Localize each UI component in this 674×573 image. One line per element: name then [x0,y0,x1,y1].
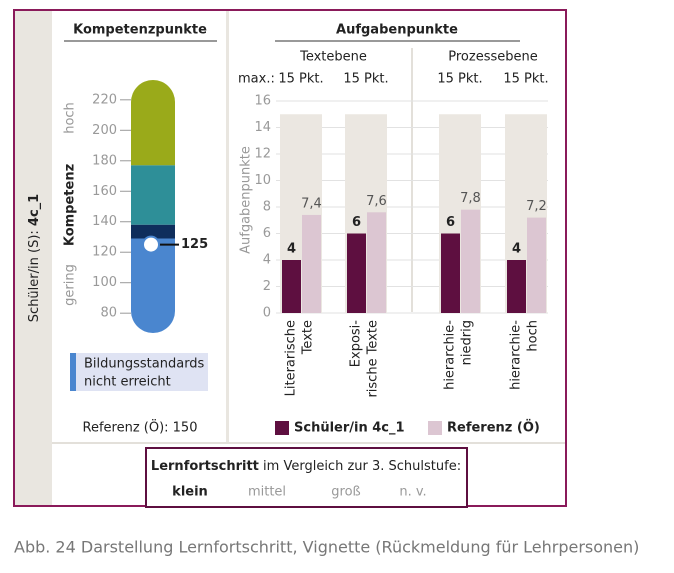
y-tick-label: 16 [254,94,271,109]
y-tick-label: 100 [92,275,117,290]
y-tick-label: 0 [263,306,271,321]
max-label: 15 Pkt. [343,72,388,87]
group-label: Textebene [299,50,367,65]
y-tick-label: 10 [254,173,271,188]
legend-swatch [275,421,289,435]
axis-title: Aufgabenpunkte [239,146,254,254]
progress-box [145,447,468,508]
value-label: 7,4 [301,196,322,211]
scale-band [131,165,175,225]
max-label: 15 Pkt. [278,72,323,87]
side-label-id: 4c_1 [27,194,42,226]
value-label: 4 [512,242,521,257]
y-tick-label: 4 [263,253,271,268]
bar [367,212,386,313]
legend-label: Referenz (Ö) [447,420,540,436]
value-label: 7,8 [460,191,481,206]
y-tick-label: 80 [100,306,117,321]
marker [142,235,160,254]
bar [507,260,526,313]
x-tick-label: Texte [301,320,316,355]
progress-title-rest: im Vergleich zur 3. Schulstufe: [263,459,461,474]
note-text: nicht erreicht [84,375,171,390]
note-text: Bildungsstandards [84,357,205,372]
max-label: 15 Pkt. [503,72,548,87]
reference: Referenz (Ö): 150 [83,419,198,436]
high-label: hoch [63,102,78,134]
bar [282,260,301,313]
y-tick-label: 8 [263,200,271,215]
value-label: 7,2 [526,199,547,214]
progress-option: mittel [248,485,286,500]
panel-title: Aufgabenpunkte [336,23,458,38]
x-tick-label: hierarchie- [443,320,458,390]
bar [527,217,546,313]
bar [461,209,480,313]
low-label: gering [63,264,78,306]
caption: Abb. 24 Darstellung Lernfortschritt, Vig… [14,538,639,557]
y-tick-label: 180 [92,153,117,168]
x-tick-label: Exposi- [349,320,364,367]
max-label: 15 Pkt. [437,72,482,87]
y-tick-label: 12 [254,147,271,162]
axis-title: Kompetenz [63,164,78,246]
progress-option: klein [172,485,208,500]
note-box [70,353,208,391]
y-tick-label: 200 [92,123,117,138]
x-tick-label: rische Texte [366,320,381,398]
progress-title: Lernfortschritt im Vergleich zur 3. Schu… [151,459,461,474]
panel-title: Kompetenzpunkte [73,23,207,38]
group-label: Prozessebene [448,50,537,65]
bar [441,233,460,313]
y-tick-label: 220 [92,92,117,107]
y-tick-label: 140 [92,214,117,229]
progress-option: n. v. [399,485,426,500]
progress-option: groß [331,485,360,500]
y-tick-label: 2 [263,279,271,294]
x-tick-label: niedrig [460,320,475,365]
progress-title-bold: Lernfortschritt [151,459,259,474]
y-tick-label: 160 [92,184,117,199]
separator [226,11,229,443]
legend-swatch [428,421,442,435]
value-label: 7,6 [366,194,387,209]
scale-band [131,238,175,333]
y-tick-label: 6 [263,226,271,241]
y-tick-label: 14 [254,120,271,135]
value-label: 6 [446,215,455,230]
legend-label: Schüler/in 4c_1 [294,421,405,436]
bar [347,233,366,313]
bar [302,214,321,313]
side-label: Schüler/in (S): 4c_1 [27,194,42,322]
y-tick-label: 120 [92,245,117,260]
value-label: 4 [287,242,296,257]
note-swatch [70,353,76,391]
value-label: 6 [352,215,361,230]
scale-band [131,224,175,239]
marker-label: 125 [181,237,208,252]
x-tick-label: Literarische [284,320,299,396]
x-tick-label: hoch [526,320,541,352]
side-label-prefix: Schüler/in (S): [27,230,42,322]
max-prefix: max.: [238,72,275,87]
scale-band [131,80,175,166]
side-strip [15,11,52,505]
x-tick-label: hierarchie- [509,320,524,390]
